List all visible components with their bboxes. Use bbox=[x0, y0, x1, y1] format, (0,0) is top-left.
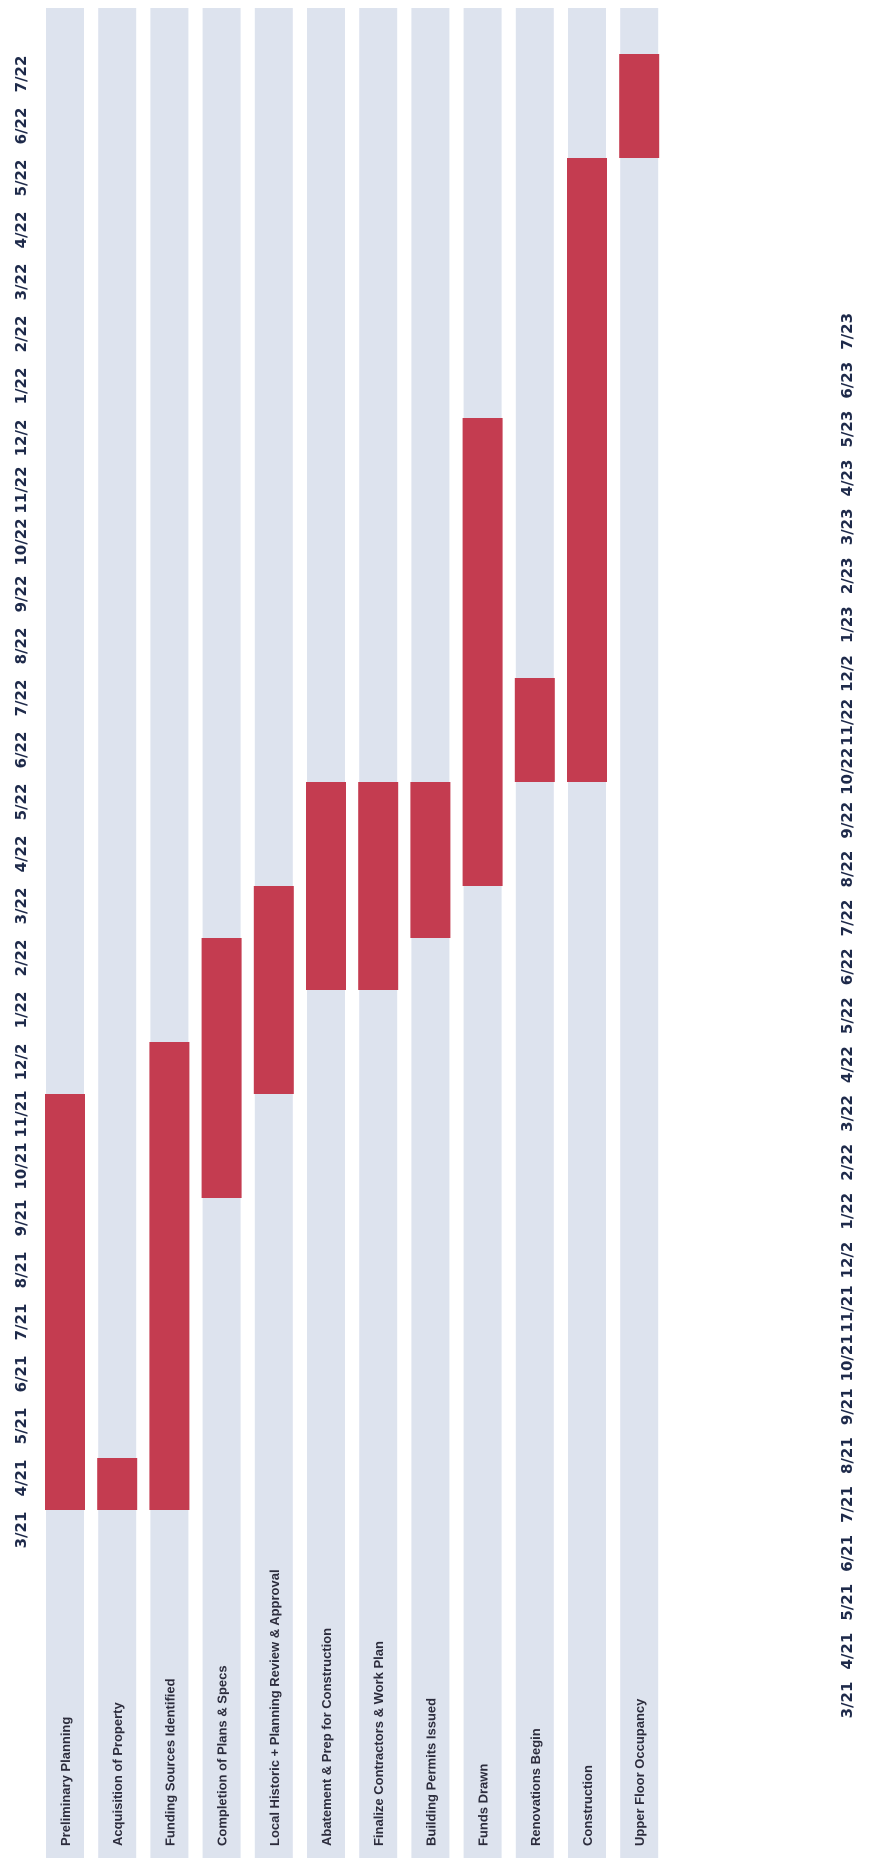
time-tick-label-secondary: 12/2 bbox=[838, 1242, 856, 1279]
time-tick-label: 3/22 bbox=[12, 264, 30, 301]
time-tick-label-secondary: 8/21 bbox=[838, 1437, 856, 1474]
task-bar bbox=[358, 782, 399, 990]
time-tick-label: 5/22 bbox=[12, 160, 30, 197]
task-bar bbox=[306, 782, 346, 990]
time-tick-label: 4/22 bbox=[12, 836, 30, 873]
time-tick-label: 6/22 bbox=[12, 108, 30, 145]
time-tick-label: 6/22 bbox=[12, 732, 30, 769]
time-tick-label: 12/2 bbox=[12, 420, 30, 457]
task-bar bbox=[149, 1042, 190, 1510]
task-bar bbox=[45, 1094, 85, 1510]
time-tick-label-secondary: 5/21 bbox=[838, 1584, 856, 1621]
time-tick-label-secondary: 11/22 bbox=[838, 699, 856, 746]
time-tick-label-secondary: 5/22 bbox=[838, 997, 856, 1034]
time-tick-label: 5/21 bbox=[12, 1408, 30, 1445]
time-tick-label-secondary: 3/22 bbox=[838, 1095, 856, 1132]
time-axis-top: 3/21 4/21 5/21 6/21 7/21 8/21 9/21 10/21 11/21 12… bbox=[12, 56, 30, 1549]
task-bar bbox=[619, 54, 660, 158]
track-group bbox=[46, 8, 659, 1858]
task-label: Funds Drawn bbox=[476, 1764, 491, 1846]
task-label: Building Permits Issued bbox=[423, 1698, 438, 1846]
task-track bbox=[98, 8, 137, 1858]
time-tick-label-secondary: 6/23 bbox=[838, 362, 856, 399]
task-bar bbox=[253, 886, 294, 1094]
time-tick-label-secondary: 7/21 bbox=[838, 1486, 856, 1523]
time-tick-label-secondary: 3/21 bbox=[838, 1682, 856, 1719]
task-label: Acquisition of Property bbox=[110, 1702, 125, 1847]
time-tick-label: 10/22 bbox=[12, 518, 30, 565]
time-tick-label-secondary: 9/21 bbox=[838, 1388, 856, 1425]
time-tick-label: 9/21 bbox=[12, 1200, 30, 1237]
time-tick-label-secondary: 2/22 bbox=[838, 1144, 856, 1181]
time-tick-label-secondary: 10/22 bbox=[838, 748, 856, 795]
task-bar bbox=[97, 1458, 138, 1510]
task-label: Renovations Begin bbox=[528, 1728, 543, 1846]
task-label: Finalize Contractors & Work Plan bbox=[371, 1641, 386, 1846]
time-tick-label-secondary: 6/21 bbox=[838, 1535, 856, 1572]
time-tick-label-secondary: 5/23 bbox=[838, 411, 856, 448]
time-tick-label: 11/22 bbox=[12, 466, 30, 513]
task-bar bbox=[567, 158, 607, 782]
task-label: Funding Sources Identified bbox=[162, 1678, 177, 1846]
task-label-group: Preliminary Planning Acquisition of Prope… bbox=[58, 1569, 647, 1846]
task-track bbox=[620, 8, 659, 1858]
time-tick-label-secondary: 4/22 bbox=[838, 1046, 856, 1083]
bar-group bbox=[45, 54, 660, 1510]
task-label: Abatement & Prep for Construction bbox=[319, 1628, 334, 1846]
time-tick-label-secondary: 7/23 bbox=[838, 313, 856, 350]
task-label: Upper Floor Occupancy bbox=[632, 1698, 647, 1846]
task-label: Completion of Plans & Specs bbox=[215, 1665, 230, 1846]
time-tick-label: 12/2 bbox=[12, 1044, 30, 1081]
time-tick-label: 3/22 bbox=[12, 888, 30, 925]
time-tick-label: 11/21 bbox=[12, 1090, 30, 1137]
time-tick-label: 6/21 bbox=[12, 1356, 30, 1393]
task-bar bbox=[410, 782, 451, 938]
time-tick-label: 1/22 bbox=[12, 368, 30, 405]
time-tick-label-secondary: 4/23 bbox=[838, 460, 856, 497]
time-tick-label: 9/22 bbox=[12, 576, 30, 613]
task-bar bbox=[462, 418, 503, 886]
time-tick-label-secondary: 2/23 bbox=[838, 557, 856, 594]
time-tick-label-secondary: 12/2 bbox=[838, 655, 856, 692]
time-tick-label: 1/22 bbox=[12, 992, 30, 1029]
time-tick-label: 2/22 bbox=[12, 316, 30, 353]
time-tick-label-secondary: 3/23 bbox=[838, 508, 856, 545]
time-tick-label-secondary: 9/22 bbox=[838, 802, 856, 839]
task-label: Preliminary Planning bbox=[58, 1717, 73, 1846]
task-track bbox=[150, 8, 189, 1858]
time-tick-label: 7/22 bbox=[12, 680, 30, 717]
time-tick-label-secondary: 1/23 bbox=[838, 606, 856, 643]
time-tick-label: 10/21 bbox=[12, 1142, 30, 1189]
task-bar bbox=[201, 938, 242, 1198]
time-tick-label-secondary: 8/22 bbox=[838, 851, 856, 888]
time-tick-label: 5/22 bbox=[12, 784, 30, 821]
time-tick-label: 7/21 bbox=[12, 1304, 30, 1341]
task-bar bbox=[514, 678, 555, 782]
time-tick-label: 8/22 bbox=[12, 628, 30, 665]
time-tick-label: 7/22 bbox=[12, 56, 30, 93]
task-track bbox=[515, 8, 554, 1858]
task-track bbox=[463, 8, 502, 1858]
time-tick-label-secondary: 11/21 bbox=[838, 1285, 856, 1332]
time-tick-label-secondary: 10/21 bbox=[838, 1334, 856, 1381]
time-axis-bottom: 3/21 4/21 5/21 6/21 7/21 8/21 9/21 10/21 11/21 12… bbox=[838, 313, 856, 1718]
time-tick-label: 3/21 bbox=[12, 1512, 30, 1549]
time-tick-label-secondary: 1/22 bbox=[838, 1193, 856, 1230]
time-tick-label: 8/21 bbox=[12, 1252, 30, 1289]
task-label: Construction bbox=[580, 1765, 595, 1846]
time-tick-label-secondary: 7/22 bbox=[838, 900, 856, 937]
task-track bbox=[46, 8, 84, 1858]
time-tick-label: 4/22 bbox=[12, 212, 30, 249]
time-tick-label: 4/21 bbox=[12, 1460, 30, 1497]
task-label: Local Historic + Planning Review & Appro… bbox=[267, 1569, 282, 1846]
task-track bbox=[202, 8, 241, 1858]
time-tick-label: 2/22 bbox=[12, 940, 30, 977]
time-tick-label-secondary: 6/22 bbox=[838, 948, 856, 985]
time-tick-label-secondary: 4/21 bbox=[838, 1633, 856, 1670]
